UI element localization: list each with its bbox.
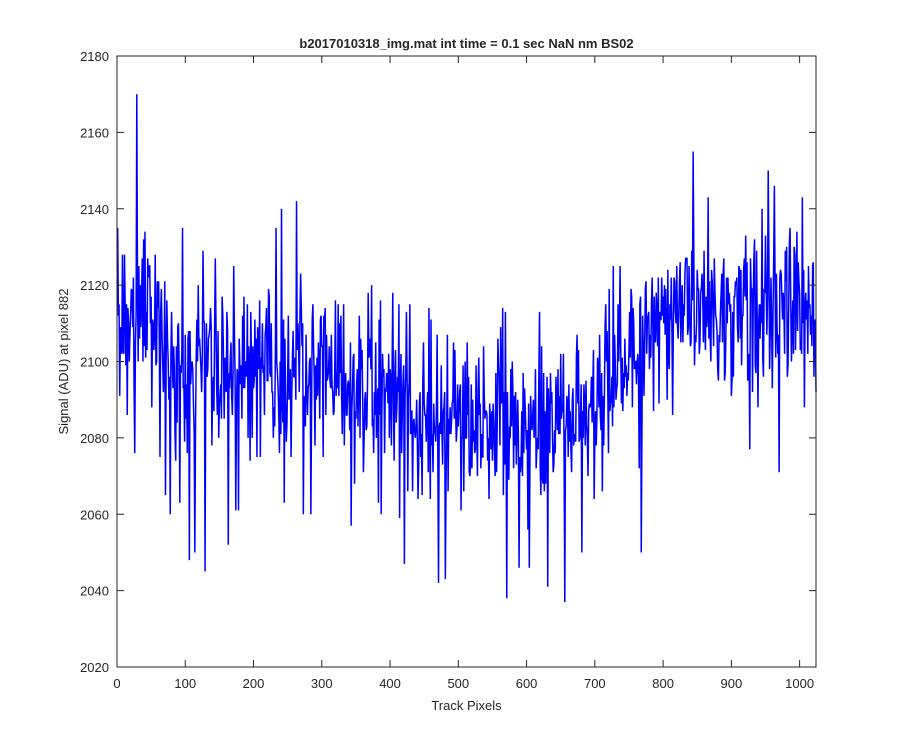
x-tick-label: 100 <box>174 676 196 691</box>
y-tick-label: 2020 <box>80 660 109 675</box>
y-tick-label: 2100 <box>80 355 109 370</box>
ticks-layer: 0 100 200 300 400 500 600 700 800 900 1000 2020 2040… <box>80 49 816 691</box>
x-tick-label: 500 <box>447 676 469 691</box>
x-tick-label: 0 <box>113 676 120 691</box>
x-tick-label: 900 <box>721 676 743 691</box>
x-tick-label: 300 <box>311 676 333 691</box>
chart-title: b2017010318_img.mat int time = 0.1 sec N… <box>299 36 633 51</box>
y-tick-label: 2160 <box>80 125 109 140</box>
x-tick-label: 200 <box>243 676 265 691</box>
y-tick-label: 2060 <box>80 507 109 522</box>
y-tick-label: 2080 <box>80 431 109 446</box>
y-axis-label: Signal (ADU) at pixel 882 <box>56 289 71 435</box>
x-tick-label: 800 <box>652 676 674 691</box>
y-tick-label: 2040 <box>80 584 109 599</box>
x-tick-label: 700 <box>584 676 606 691</box>
y-tick-label: 2120 <box>80 278 109 293</box>
x-tick-label: 600 <box>516 676 538 691</box>
series-layer <box>116 94 817 603</box>
x-tick-label: 400 <box>379 676 401 691</box>
y-tick-label: 2140 <box>80 202 109 217</box>
series-line <box>116 94 817 603</box>
x-axis-label: Track Pixels <box>431 698 502 713</box>
x-tick-label: 1000 <box>785 676 814 691</box>
y-tick-label: 2180 <box>80 49 109 64</box>
